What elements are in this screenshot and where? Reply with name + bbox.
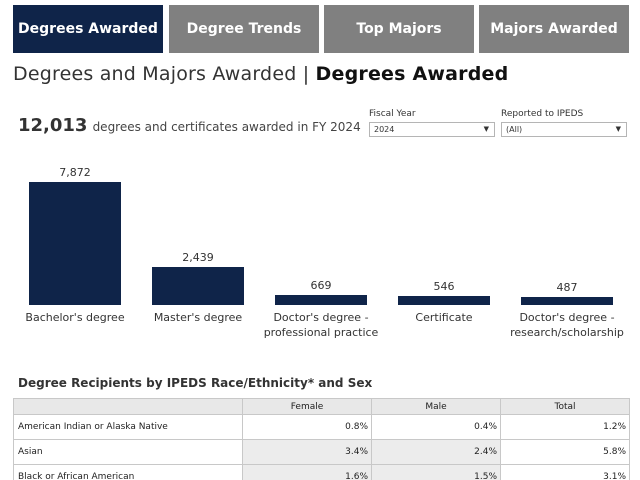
bar-value-label: 669 xyxy=(310,279,332,292)
male-cell: 1.5% xyxy=(371,464,501,480)
ipeds-dropdown[interactable]: (All) ▼ xyxy=(501,122,627,137)
male-cell: 2.4% xyxy=(371,439,501,465)
ipeds-label: Reported to IPEDS xyxy=(501,109,584,119)
table-row: Black or African American 1.6% 1.5% 3.1% xyxy=(13,464,630,480)
bar-value-label: 7,872 xyxy=(59,166,91,179)
category-label: Bachelor's degree xyxy=(15,310,135,325)
category-label-line: Certificate xyxy=(415,311,473,324)
dropdown-arrow-icon: ▼ xyxy=(483,125,489,133)
bar[interactable] xyxy=(152,267,244,305)
bar-value-label: 2,439 xyxy=(182,251,214,264)
total-degrees-value: 12,013 xyxy=(18,115,88,136)
category-label-line: research/scholarship xyxy=(510,326,624,339)
row-label: Asian xyxy=(13,439,243,465)
bar[interactable] xyxy=(398,296,490,305)
category-label-line: Doctor's degree - xyxy=(273,311,369,324)
category-label: Master's degree xyxy=(138,310,258,325)
column-header-male: Male xyxy=(371,398,501,415)
race-ethnicity-table: Female Male Total American Indian or Ala… xyxy=(13,398,630,480)
page-title-section: Degrees Awarded xyxy=(315,63,509,85)
dashboard-tabs: Degrees Awarded Degree Trends Top Majors… xyxy=(13,5,640,53)
category-label: Doctor's degree - professional practice xyxy=(261,310,381,340)
column-header-female: Female xyxy=(242,398,372,415)
bar[interactable] xyxy=(275,295,367,305)
race-table-title: Degree Recipients by IPEDS Race/Ethnicit… xyxy=(18,376,373,390)
dropdown-arrow-icon: ▼ xyxy=(615,125,621,133)
tab-majors-awarded[interactable]: Majors Awarded xyxy=(479,5,629,53)
female-cell: 0.8% xyxy=(242,414,372,440)
table-header-row: Female Male Total xyxy=(13,398,630,415)
column-header-total: Total xyxy=(500,398,630,415)
category-label-line: Bachelor's degree xyxy=(25,311,125,324)
total-cell: 5.8% xyxy=(500,439,630,465)
bar-value-label: 487 xyxy=(556,281,578,294)
tab-degree-trends[interactable]: Degree Trends xyxy=(169,5,319,53)
fiscal-year-dropdown[interactable]: 2024 ▼ xyxy=(369,122,495,137)
female-cell: 1.6% xyxy=(242,464,372,480)
ipeds-value: (All) xyxy=(506,125,523,134)
category-label: Certificate xyxy=(384,310,504,325)
row-label: Black or African American xyxy=(13,464,243,480)
ipeds-filter: Reported to IPEDS (All) ▼ xyxy=(501,109,627,137)
total-cell: 1.2% xyxy=(500,414,630,440)
category-label-line: Master's degree xyxy=(153,311,243,324)
page-title-prefix: Degrees and Majors Awarded | xyxy=(13,63,316,85)
page-title: Degrees and Majors Awarded | Degrees Awa… xyxy=(13,63,508,85)
fiscal-year-label: Fiscal Year xyxy=(369,109,416,119)
degrees-bar-chart: 7,872 Bachelor's degree 2,439 Master's degr… xyxy=(0,160,640,350)
summary-line: 12,013 degrees and certificates awarded … xyxy=(18,115,361,136)
fiscal-year-value: 2024 xyxy=(374,125,395,134)
total-cell: 3.1% xyxy=(500,464,630,480)
bar[interactable] xyxy=(29,182,121,305)
row-label: American Indian or Alaska Native xyxy=(13,414,243,440)
female-cell: 3.4% xyxy=(242,439,372,465)
category-label-line: Doctor's degree - xyxy=(519,311,615,324)
category-label: Doctor's degree - research/scholarship xyxy=(507,310,627,340)
category-label-line: professional practice xyxy=(263,326,379,339)
column-header xyxy=(13,398,243,415)
table-row: Asian 3.4% 2.4% 5.8% xyxy=(13,439,630,465)
tab-top-majors[interactable]: Top Majors xyxy=(324,5,474,53)
fiscal-year-filter: Fiscal Year 2024 ▼ xyxy=(369,109,495,137)
tab-degrees-awarded[interactable]: Degrees Awarded xyxy=(13,5,163,53)
bar[interactable] xyxy=(521,297,613,305)
male-cell: 0.4% xyxy=(371,414,501,440)
bar-value-label: 546 xyxy=(433,280,455,293)
total-degrees-text: degrees and certificates awarded in FY 2… xyxy=(92,120,361,134)
table-row: American Indian or Alaska Native 0.8% 0.… xyxy=(13,414,630,440)
